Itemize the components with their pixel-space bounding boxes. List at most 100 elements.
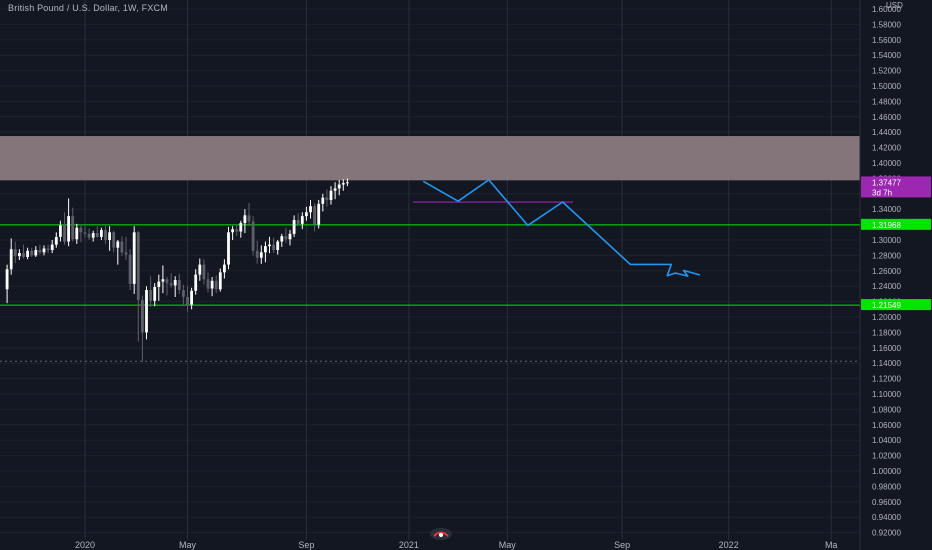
candle-body [75, 227, 79, 240]
candle [120, 236, 124, 257]
candle-body [247, 215, 251, 222]
candle-body [157, 281, 161, 287]
candle-body [186, 296, 189, 305]
y-tick-label: 0.98000 [872, 482, 901, 491]
candle-body [50, 244, 54, 251]
candle [5, 264, 9, 304]
y-tick-label: 0.92000 [872, 529, 901, 538]
price-tag: 1.31968 [861, 218, 931, 230]
candle-body [38, 250, 42, 253]
candle-body [243, 215, 247, 224]
y-tick-label: 1.34000 [872, 205, 901, 214]
candle-body [223, 264, 226, 273]
axis-unit-label: USD [886, 1, 903, 10]
candle-body [218, 272, 222, 290]
drawings-layer [413, 179, 701, 277]
candle-body [22, 253, 25, 257]
candle-body [26, 250, 29, 257]
candle [223, 259, 226, 279]
candle-body [83, 232, 87, 234]
candle-body [182, 290, 185, 297]
y-tick-label: 1.20000 [872, 313, 901, 322]
candle [100, 227, 103, 240]
y-tick-label: 1.40000 [872, 159, 901, 168]
candle-body [132, 232, 136, 284]
candle [317, 199, 321, 229]
time-axis[interactable]: 2020 May Sep 2021 May Sep 2022 Ma [75, 540, 837, 550]
candle-body [59, 225, 62, 237]
candle-body [67, 216, 70, 242]
candle-body [309, 206, 312, 213]
candle [182, 284, 185, 305]
y-tick-label: 1.48000 [872, 97, 901, 106]
candle-body [337, 184, 341, 189]
candle [104, 224, 107, 244]
candle-body [120, 241, 124, 253]
candle-body [177, 280, 181, 291]
candle-body [276, 241, 280, 251]
candle [149, 276, 152, 307]
candle [50, 240, 54, 254]
y-tick-label: 1.26000 [872, 267, 901, 276]
candle-body [227, 232, 230, 265]
candle [309, 199, 312, 219]
candle [202, 259, 206, 285]
price-axis-bg [860, 0, 932, 550]
tradingview-logo-icon [430, 528, 452, 540]
candle-body [268, 244, 271, 247]
candle [42, 245, 46, 256]
candle-body [54, 236, 58, 245]
candle [329, 186, 333, 205]
candle-body [280, 236, 284, 242]
y-tick-label: 1.08000 [872, 405, 901, 414]
price-tag-bg [861, 176, 931, 188]
candle [67, 198, 70, 247]
candle-body [173, 280, 177, 286]
y-tick-label: 1.02000 [872, 452, 901, 461]
candle [173, 276, 177, 297]
projection-path [422, 179, 701, 277]
candle [177, 273, 181, 294]
candle-body [194, 274, 198, 291]
candle-body [210, 280, 214, 289]
candle-body [169, 283, 173, 286]
price-tag-label: 1.31968 [872, 221, 901, 230]
candle-body [161, 279, 165, 282]
candle-body [124, 252, 128, 255]
candle [13, 241, 17, 264]
x-tick-label: Ma [825, 540, 838, 550]
candle-body [251, 221, 255, 251]
candle [38, 244, 42, 255]
y-tick-label: 1.42000 [872, 144, 901, 153]
candle [239, 220, 243, 238]
candle [288, 229, 292, 246]
candle-body [95, 233, 99, 237]
candle [337, 179, 341, 196]
candle [346, 178, 349, 187]
y-tick-label: 1.54000 [872, 51, 901, 60]
candle [300, 212, 304, 230]
y-tick-label: 1.24000 [872, 282, 901, 291]
candle [26, 247, 29, 260]
candle-body [87, 233, 91, 238]
candle-body [288, 233, 292, 240]
candle-body [34, 250, 38, 256]
candle [186, 286, 189, 312]
candle [264, 241, 267, 263]
candle [280, 233, 284, 247]
candle [247, 203, 251, 227]
candle [235, 224, 239, 237]
x-tick-label: May [499, 540, 517, 550]
candle-body [100, 229, 103, 237]
candle [333, 182, 337, 200]
candle [153, 283, 157, 307]
candle-body [313, 206, 316, 225]
candle-body [141, 300, 144, 333]
candle-body [264, 246, 267, 253]
y-tick-label: 1.56000 [872, 36, 901, 45]
y-tick-label: 1.12000 [872, 375, 901, 384]
